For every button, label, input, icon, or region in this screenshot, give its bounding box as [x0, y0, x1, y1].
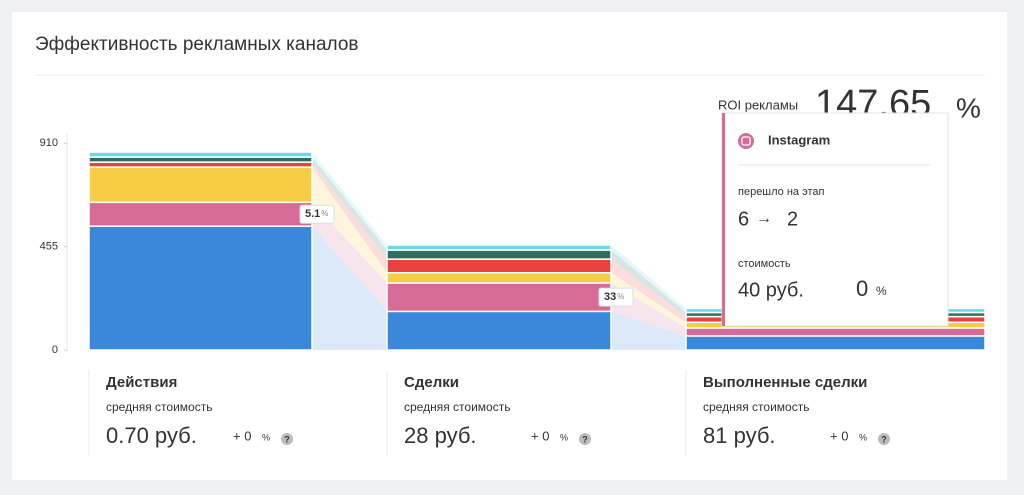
y-tick-label: 910 [40, 137, 58, 149]
cost-change-unit: % [262, 432, 270, 442]
help-icon-glyph: ? [582, 434, 588, 444]
cost-label: средняя стоимость [703, 400, 809, 414]
arrow: → [756, 210, 772, 227]
conversion-label: 33% [604, 291, 624, 303]
cost-change: + 0 [531, 428, 549, 443]
conversion-value: 33 [604, 291, 616, 303]
tooltip-cost-label: стоимость [738, 258, 791, 270]
flow-band [312, 157, 387, 260]
conversion-label: 5.1% [305, 208, 328, 220]
conversion-value: 5.1 [305, 208, 320, 220]
tooltip-from: 6 [738, 208, 749, 230]
flow-band [611, 272, 686, 328]
bar-segment [386, 244, 612, 251]
conversion-badge [299, 204, 335, 224]
cost-change: + 0 [233, 428, 251, 443]
stage-name: Выполненные сделки [703, 374, 867, 391]
roi-unit: % [956, 92, 981, 123]
bar-segment [386, 310, 612, 351]
flow-band [611, 311, 686, 350]
bar-segment [386, 271, 612, 284]
bar-segment [685, 335, 986, 351]
cost-label: средняя стоимость [404, 400, 510, 414]
bar-segment [386, 258, 612, 274]
flow-band [611, 250, 686, 317]
bar-segment [386, 282, 612, 313]
flow-band [312, 152, 387, 251]
bar-segment [88, 201, 313, 227]
cost-label: средняя стоимость [106, 400, 212, 414]
y-tick-label: 0 [52, 344, 58, 356]
bar-segment [685, 327, 986, 337]
flow-band [312, 162, 387, 273]
flow-band [312, 202, 387, 312]
bars [88, 151, 986, 351]
stage-name: Сделки [404, 374, 459, 391]
bar-segment [88, 225, 313, 351]
flow-band [611, 245, 686, 313]
chart-title: Эффективность рекламных каналов [35, 34, 358, 55]
help-icon [579, 433, 591, 445]
cost-change: + 0 [830, 428, 848, 443]
help-icon-glyph: ? [881, 434, 887, 444]
conversion-unit: % [617, 292, 624, 301]
tooltip: Instagram перешло на этап 6 → 2 стоимост… [721, 112, 949, 327]
flow-band [312, 226, 387, 350]
flow-band [611, 259, 686, 323]
tooltip-accent [722, 113, 725, 326]
help-icon [878, 433, 890, 445]
cost-change-unit: % [859, 432, 867, 442]
roi-label: ROI рекламы [718, 97, 798, 112]
cost-change-unit: % [560, 432, 568, 442]
tooltip-to: 2 [787, 208, 798, 230]
conversion-unit: % [321, 209, 328, 218]
flows [312, 152, 686, 350]
tooltip-transition-label: перешло на этап [738, 186, 825, 198]
help-icon [281, 433, 293, 445]
y-tick-label: 455 [40, 241, 58, 253]
tooltip-change: 0 [856, 276, 868, 301]
stage-name: Действия [106, 374, 177, 391]
instagram-icon-glyph [741, 136, 751, 146]
help-icon-glyph: ? [284, 434, 290, 444]
tooltip-channel: Instagram [768, 132, 830, 147]
conversion-badge [598, 287, 634, 307]
bar-segment [88, 151, 313, 158]
bar-segment [386, 249, 612, 260]
avg-cost: 81 руб. [703, 423, 776, 448]
tooltip-unit: % [876, 284, 887, 298]
flow-band [312, 167, 387, 283]
avg-cost: 0.70 руб. [106, 423, 197, 448]
tooltip-cost: 40 руб. [738, 279, 804, 301]
instagram-icon [738, 133, 754, 149]
bar-segment [88, 166, 313, 204]
avg-cost: 28 руб. [404, 423, 477, 448]
